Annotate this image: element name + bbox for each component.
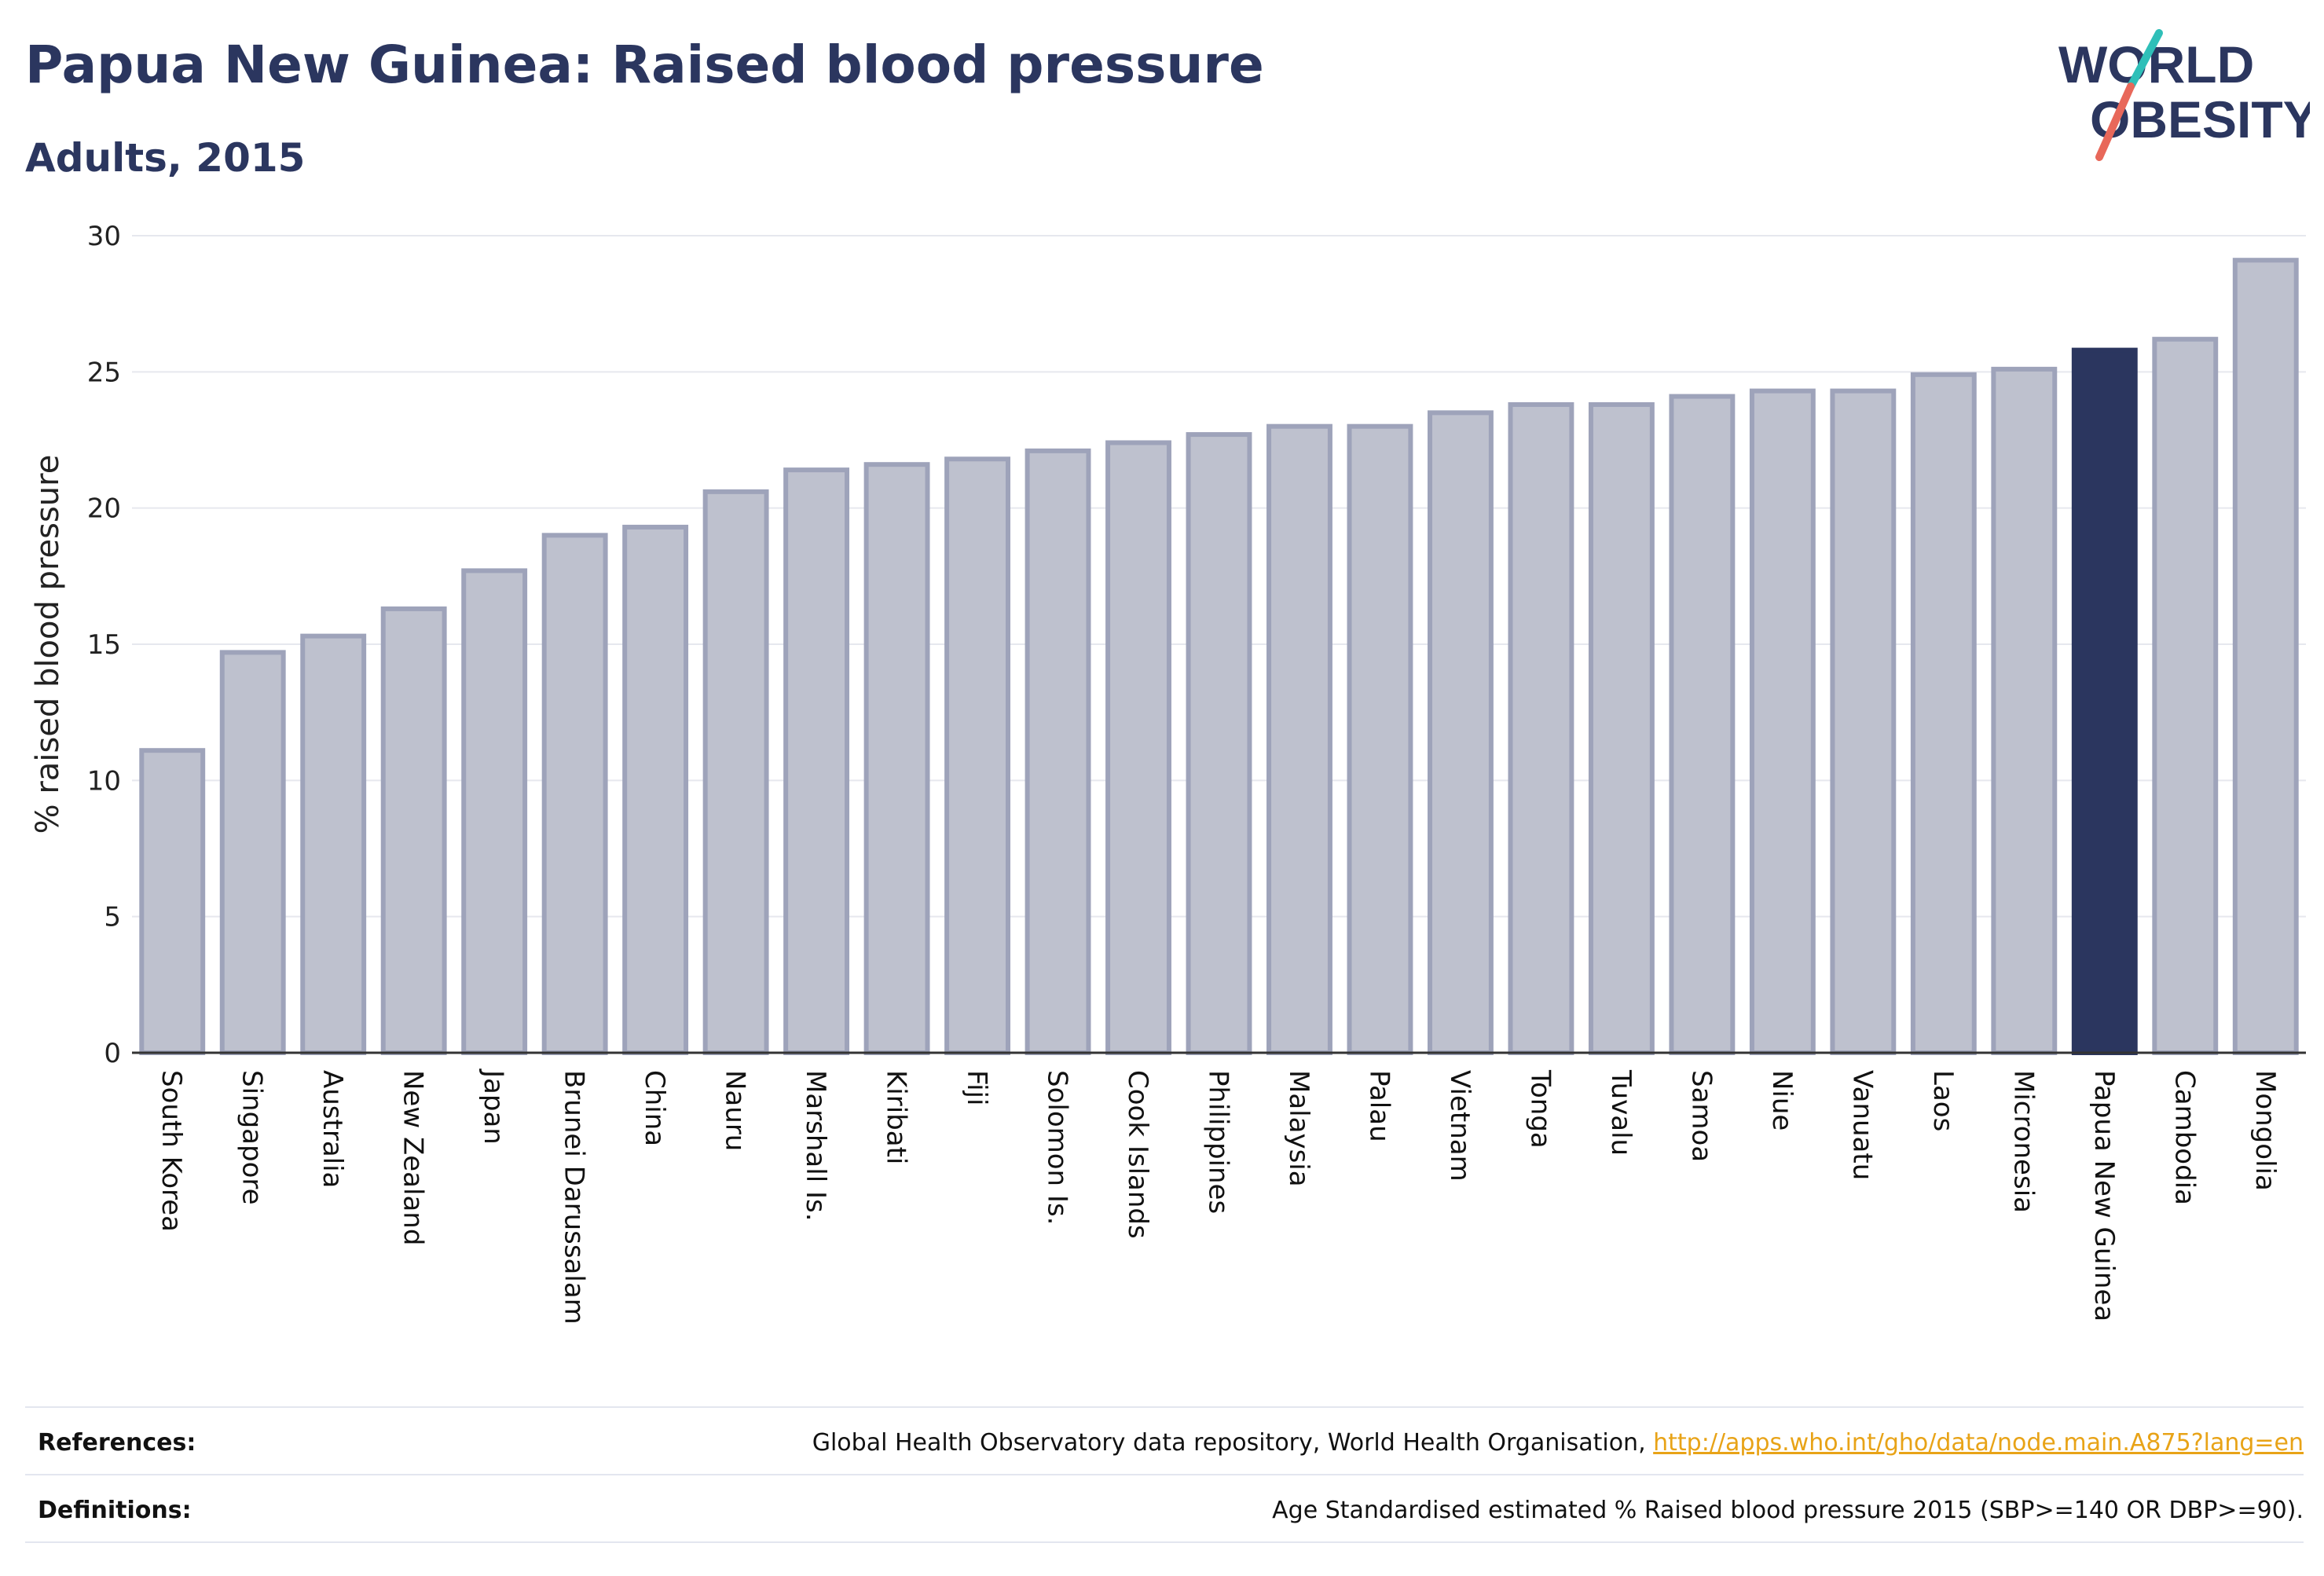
axes: 0 5 10 15 20 25 30 South Korea Singapore Australi… [87, 221, 2306, 1325]
bar-cook-islands [1105, 440, 1171, 1055]
x-tick-label: Mongolia [2249, 1070, 2281, 1191]
footer-divider [25, 1541, 2304, 1543]
x-tick-label: Solomon Is. [1042, 1070, 1073, 1225]
y-tick-label: 10 [87, 765, 121, 797]
x-tick-label: Brunei Darussalam [559, 1070, 590, 1325]
x-tick-label: Samoa [1685, 1070, 1717, 1162]
bar-new-zealand [380, 606, 447, 1055]
bar-singapore [219, 650, 286, 1056]
footer-divider [25, 1406, 2304, 1408]
definitions-row: Definitions: Age Standardised estimated … [25, 1479, 2304, 1541]
bar-solomon-is [1025, 448, 1091, 1055]
chart-title: Papua New Guinea: Raised blood pressure [25, 35, 1264, 95]
references-link[interactable]: http://apps.who.int/gho/data/node.main.A… [1653, 1428, 2304, 1457]
x-tick-label: Kiribati [881, 1070, 912, 1164]
y-tick-label: 5 [104, 902, 121, 933]
x-tick-label: Australia [317, 1070, 348, 1188]
x-tick-label: South Korea [156, 1070, 187, 1232]
bar-micronesia [1991, 366, 2058, 1056]
bar-chart: 0 5 10 15 20 25 30 South Korea Singapore Australi… [30, 221, 2306, 1325]
bar-china [622, 524, 689, 1055]
bar-laos [1910, 372, 1977, 1055]
x-tick-label: New Zealand [398, 1070, 429, 1245]
x-tick-label: Papua New Guinea [2088, 1070, 2120, 1321]
x-tick-label: Cook Islands [1122, 1070, 1153, 1239]
bar-tonga [1508, 401, 1574, 1055]
bar-kiribati [863, 462, 930, 1055]
bar-nauru [702, 489, 769, 1055]
x-tick-label: Laos [1927, 1070, 1959, 1131]
y-axis-label: % raised blood pressure [30, 455, 66, 834]
bar-vanuatu [1830, 388, 1897, 1056]
bar-niue [1749, 388, 1816, 1056]
bar-south-korea [139, 748, 206, 1055]
x-tick-label: Tonga [1524, 1069, 1556, 1149]
x-tick-label: Nauru [720, 1070, 751, 1151]
bar-papua-new-guinea [2071, 347, 2138, 1056]
x-tick-label: Fiji [961, 1070, 992, 1105]
x-tick-label: Malaysia [1283, 1070, 1314, 1187]
y-tick-label: 25 [87, 357, 121, 388]
bar-marshall-is [783, 467, 850, 1055]
bar-japan [461, 568, 528, 1055]
x-tick-label: Vietnam [1444, 1070, 1475, 1182]
bar-palau [1347, 423, 1413, 1055]
y-tick-label: 30 [87, 221, 121, 252]
y-tick-label: 0 [104, 1038, 121, 1069]
x-tick-label: Philippines [1203, 1070, 1234, 1214]
bar-fiji [944, 456, 1010, 1055]
references-text: Global Health Observatory data repositor… [812, 1428, 2304, 1457]
x-tick-label: Palau [1363, 1070, 1395, 1142]
x-tick-label: Micronesia [2007, 1070, 2039, 1213]
footer-divider [25, 1474, 2304, 1475]
x-tick-label: Cambodia [2168, 1070, 2200, 1205]
x-tick-label: China [639, 1070, 670, 1146]
x-tick-label: Tuvalu [1605, 1069, 1637, 1156]
references-label: References: [38, 1428, 196, 1457]
bar-brunei-darussalam [541, 533, 608, 1055]
bar-tuvalu [1588, 401, 1655, 1055]
references-row: References: Global Health Observatory da… [25, 1411, 2304, 1474]
x-tick-label: Marshall Is. [800, 1070, 831, 1222]
x-tick-label: Singapore [236, 1070, 268, 1205]
bar-vietnam [1428, 410, 1494, 1055]
y-tick-label: 15 [87, 629, 121, 661]
y-tick-label: 20 [87, 493, 121, 525]
definitions-label: Definitions: [38, 1496, 192, 1524]
bars [139, 258, 2299, 1056]
x-tick-label: Vanuatu [1846, 1070, 1878, 1180]
bar-malaysia [1266, 423, 1332, 1055]
x-tick-label: Japan [478, 1068, 509, 1145]
chart-subtitle: Adults, 2015 [25, 135, 306, 181]
x-tick-label: Niue [1766, 1070, 1798, 1131]
bar-australia [300, 633, 367, 1055]
bar-philippines [1186, 432, 1252, 1055]
bar-cambodia [2152, 336, 2219, 1055]
definitions-text: Age Standardised estimated % Raised bloo… [1272, 1496, 2304, 1524]
bar-mongolia [2232, 258, 2299, 1055]
bar-samoa [1669, 394, 1736, 1055]
world-obesity-logo: WORLD OBESITY [2058, 29, 2310, 161]
